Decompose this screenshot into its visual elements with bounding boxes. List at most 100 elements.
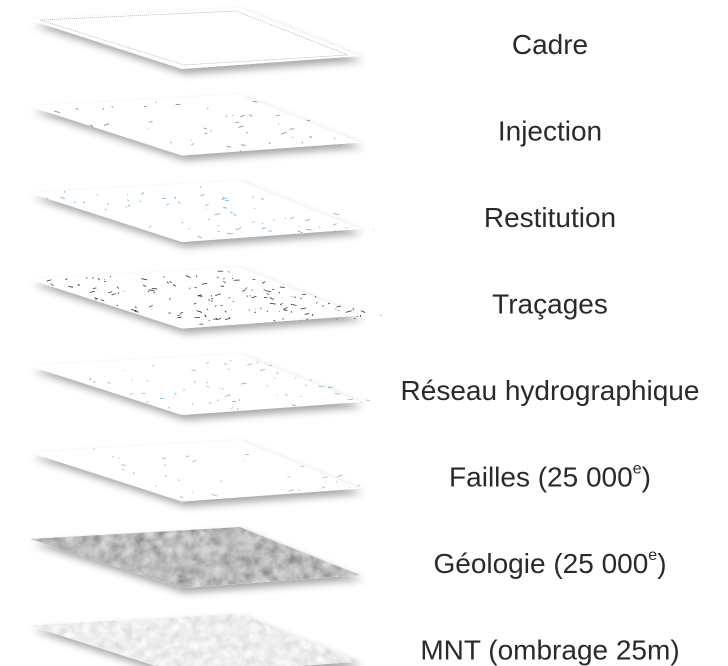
layer-detail: [240, 382, 247, 385]
layer-detail: [210, 300, 213, 302]
layer-detail: [309, 136, 313, 138]
layer-detail: [266, 293, 270, 295]
label-after: ): [642, 462, 651, 493]
layer-detail: [172, 284, 177, 287]
layer-detail: [172, 396, 174, 398]
layer-detail: [222, 388, 224, 390]
layer-detail: [141, 278, 148, 281]
layer-detail: [207, 107, 209, 110]
layer-detail: [75, 107, 79, 110]
layer-detail: [280, 131, 287, 135]
layer-detail: [233, 213, 237, 216]
layer-detail: [200, 194, 205, 197]
layer-detail: [166, 281, 169, 284]
layer-detail: [177, 479, 181, 481]
layer-detail: [273, 320, 276, 322]
layer: [30, 613, 360, 666]
layer-detail: [93, 297, 99, 300]
layer-detail: [103, 280, 106, 283]
layer-detail: [254, 311, 257, 314]
layer-detail: [206, 385, 210, 388]
layer-detail: [216, 318, 221, 321]
layer-detail: [83, 201, 86, 204]
layer-detail: [197, 294, 203, 297]
layer-detail: [292, 404, 296, 406]
layer-detail: [280, 303, 283, 305]
layer-detail: [214, 213, 221, 216]
layer-detail: [256, 361, 259, 364]
layer-detail: [211, 493, 218, 497]
layer-detail: [185, 455, 190, 458]
layer-detail: [225, 199, 229, 202]
layer-detail: [73, 201, 76, 204]
layer-detail: [235, 228, 239, 231]
layer-detail: [261, 227, 266, 229]
layer-detail: [304, 313, 310, 315]
layer-detail: [357, 484, 361, 487]
layer-detail: [223, 363, 228, 365]
layer-detail: [266, 310, 268, 313]
layer-detail: [197, 236, 203, 238]
layer-detail: [333, 137, 336, 140]
layer-detail: [338, 309, 340, 311]
layer-detail: [77, 284, 80, 287]
layer-detail: [201, 282, 208, 285]
layer-detail: [316, 301, 318, 304]
layer-detail: [294, 296, 297, 298]
label-text: Injection: [498, 116, 602, 147]
layer: [30, 267, 382, 329]
layer-detail: [169, 297, 171, 300]
layer-detail: [146, 401, 149, 404]
layer-detail: [78, 283, 80, 286]
layer-detail: [60, 196, 65, 200]
layer-detail: [260, 198, 264, 200]
layer-detail: [260, 307, 262, 310]
layer-detail: [269, 302, 276, 305]
layer-detail: [241, 144, 246, 146]
label-text: Géologie (25 000: [433, 548, 648, 579]
layer-detail: [225, 115, 228, 118]
label-sup: e: [648, 547, 657, 564]
layer-detail: [213, 317, 218, 320]
layer-detail: [268, 142, 271, 145]
layer-detail: [149, 304, 153, 308]
layer-detail: [245, 287, 248, 290]
layer-detail: [107, 381, 111, 384]
layer-label: Restitution: [484, 202, 616, 233]
layer-detail: [290, 216, 295, 220]
layer-detail: [246, 131, 249, 134]
layer-detail: [206, 361, 209, 365]
layer-detail: [208, 298, 210, 302]
layer-label: Injection: [498, 116, 602, 147]
layer-detail: [193, 380, 196, 384]
layer-detail: [360, 310, 366, 313]
layer-detail: [221, 197, 227, 200]
layer-detail: [239, 114, 245, 118]
layer-detail: [92, 287, 97, 289]
layer: [30, 94, 360, 156]
layer-detail: [222, 196, 225, 200]
layer-detail: [333, 212, 340, 216]
layer-detail: [276, 371, 279, 375]
layer-detail: [210, 297, 213, 300]
layer-detail: [217, 399, 220, 402]
layer-detail: [95, 298, 97, 301]
layer-detail: [321, 486, 326, 489]
layer-detail: [225, 318, 230, 320]
layer-detail: [321, 305, 324, 307]
layer-detail: [332, 223, 337, 226]
layer-detail: [207, 218, 210, 221]
layer-detail: [345, 227, 348, 229]
layer-detail: [274, 377, 276, 380]
layer-detail: [208, 402, 212, 404]
layer-detail: [169, 141, 172, 144]
layer-detail: [204, 315, 207, 318]
layer-detail: [89, 124, 94, 127]
layer-detail: [306, 228, 312, 231]
layer-detail: [223, 277, 225, 280]
layer-detail: [306, 119, 311, 122]
layer-detail: [272, 288, 275, 291]
layer-detail: [174, 196, 177, 200]
